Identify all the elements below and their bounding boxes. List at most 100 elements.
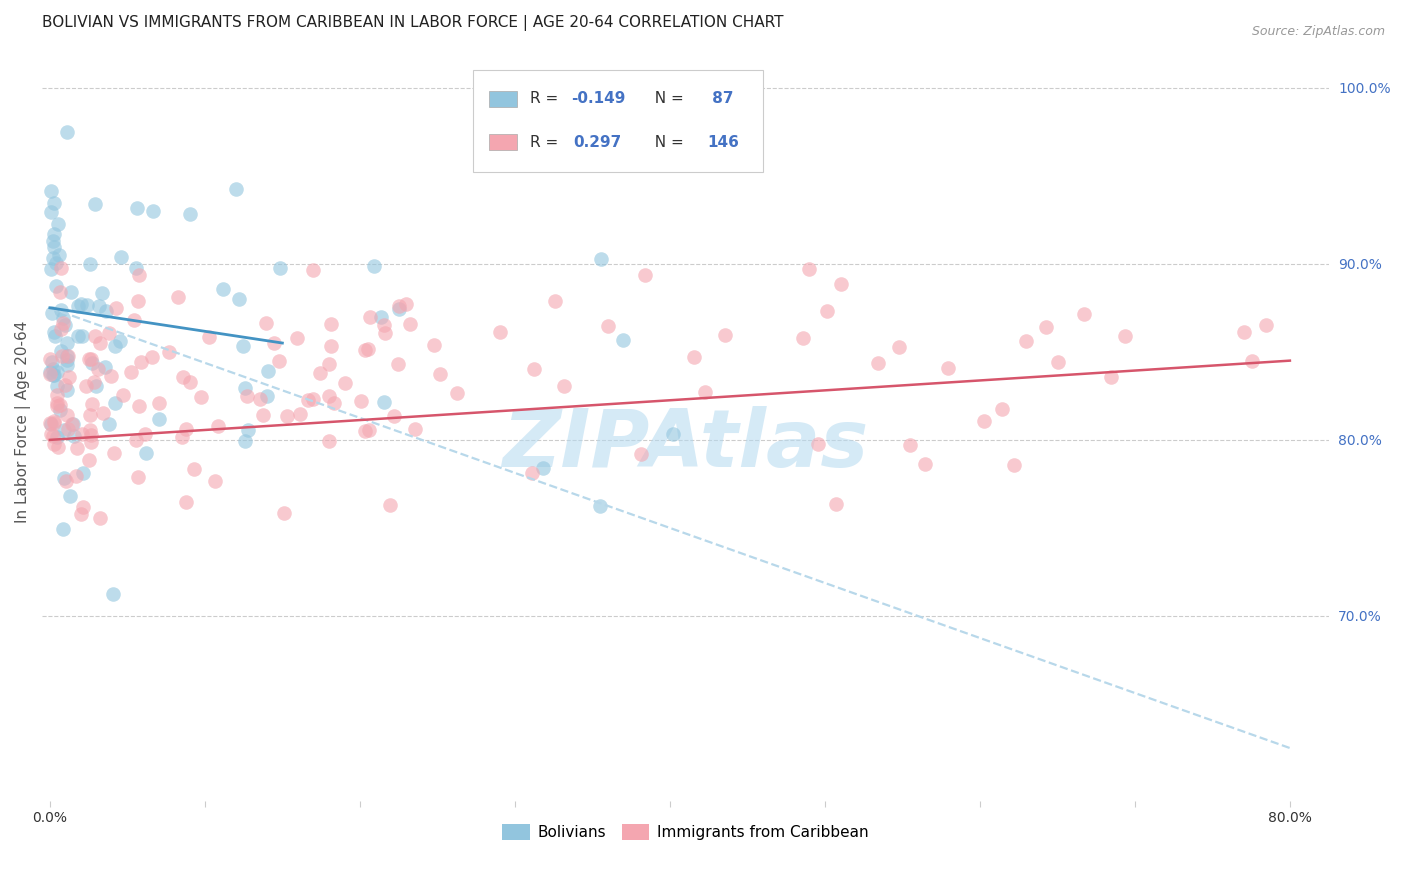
Point [42,437,65,451]
Point [254,316,277,330]
Point [1047,355,1070,369]
Point [56,384,79,398]
Point [60,285,83,300]
Point [42,368,65,383]
Point [596,319,619,334]
Point [46,440,69,454]
Point [1114,329,1136,343]
Point [174,422,197,436]
Point [612,333,634,347]
Point [353,343,375,358]
Text: N =: N = [645,92,689,106]
Point [87,299,110,313]
Point [318,357,340,371]
Point [77,452,100,467]
Point [544,293,567,308]
Point [89,335,111,350]
Point [183,461,205,475]
Point [41,368,63,382]
Point [662,426,685,441]
Point [589,500,612,514]
Point [55,358,77,372]
Point [301,392,323,406]
Point [53,377,76,392]
Point [72,466,94,480]
Point [79,427,101,442]
Point [59,489,82,503]
Point [359,423,381,437]
Point [797,261,820,276]
Text: -0.149: -0.149 [571,92,626,106]
Point [228,293,250,307]
Point [179,376,201,390]
Point [249,392,271,406]
Point [56,422,79,436]
Point [373,318,395,333]
Point [553,378,575,392]
Point [39,204,62,219]
Point [388,302,411,317]
Point [91,286,114,301]
Point [321,339,343,353]
Point [112,387,135,401]
Point [263,336,285,351]
Point [98,417,121,431]
Point [55,408,77,422]
Point [42,195,65,210]
Point [127,470,149,484]
Point [387,357,409,371]
Point [103,446,125,460]
Point [39,352,62,367]
Point [531,461,554,475]
Point [128,268,150,282]
Point [167,290,190,304]
Point [39,184,62,198]
Point [807,437,830,451]
Point [321,318,343,332]
Point [1002,458,1025,472]
Point [252,409,274,423]
Point [56,353,79,368]
Point [104,339,127,353]
Point [84,329,107,343]
Point [120,365,142,379]
Point [110,250,132,264]
Point [429,367,451,381]
Point [46,217,69,231]
Point [56,349,79,363]
Point [212,282,235,296]
Point [63,428,86,442]
Point [80,351,103,366]
Legend: Bolivians, Immigrants from Caribbean: Bolivians, Immigrants from Caribbean [496,818,875,847]
Point [135,446,157,460]
Point [49,322,72,336]
Point [824,497,846,511]
Point [89,511,111,525]
Point [148,396,170,410]
Point [45,430,67,444]
Point [1254,318,1277,332]
Point [52,311,75,326]
Point [39,416,62,430]
Point [66,441,89,455]
Point [56,349,79,363]
Text: R =: R = [530,135,568,150]
Point [104,396,127,410]
Point [141,350,163,364]
Point [374,326,396,340]
Point [70,329,93,343]
Point [100,369,122,384]
Point [125,434,148,448]
Point [1233,325,1256,339]
Point [204,475,226,489]
Point [80,397,103,411]
Point [49,403,72,417]
Point [589,252,612,266]
Point [76,298,98,312]
Point [142,204,165,219]
Point [134,426,156,441]
Point [269,353,291,368]
Point [395,297,418,311]
Point [60,417,83,431]
Point [318,434,340,448]
